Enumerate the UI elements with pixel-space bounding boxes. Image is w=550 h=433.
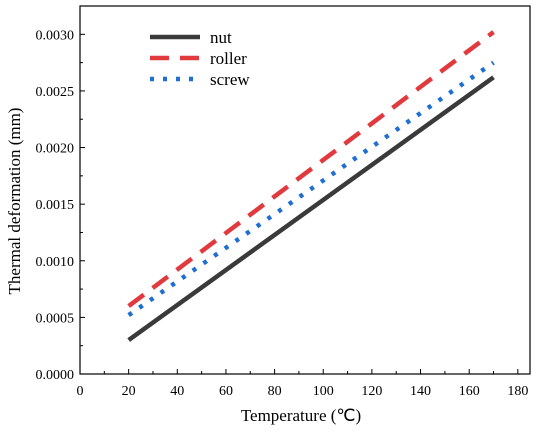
y-tick-label: 0.0025	[36, 85, 75, 100]
x-axis: 0 20 40 60 80 100 120 140 160 180	[77, 369, 528, 399]
plot-border	[79, 5, 531, 375]
x-tick-label: 140	[410, 384, 431, 399]
y-axis-title: Thermal deformation (mm)	[5, 108, 24, 295]
y-tick-label: 0.0030	[36, 28, 75, 43]
y-tick-label: 0.0000	[36, 368, 75, 383]
series-layer	[127, 30, 495, 342]
x-tick-label: 80	[268, 384, 282, 399]
x-tick-label: 180	[507, 384, 528, 399]
y-tick-label: 0.0005	[36, 311, 75, 326]
legend-label-nut: nut	[210, 28, 232, 47]
series-line-nut	[127, 75, 495, 342]
y-axis: 0.0000 0.0005 0.0010 0.0015 0.0020 0.0025 0.00…	[36, 28, 85, 383]
x-tick-label: 40	[170, 384, 184, 399]
y-tick-label: 0.0020	[36, 142, 75, 157]
legend-label-roller: roller	[210, 49, 247, 68]
x-tick-label: 120	[361, 384, 382, 399]
legend: nut roller screw	[150, 28, 250, 89]
y-tick-label: 0.0010	[36, 255, 75, 270]
x-tick-label: 20	[122, 384, 136, 399]
series-line-roller	[127, 30, 495, 308]
legend-label-screw: screw	[210, 70, 250, 89]
x-tick-label: 0	[77, 384, 84, 399]
series-line-screw	[127, 60, 495, 317]
plot-area	[79, 5, 531, 375]
y-tick-label: 0.0015	[36, 198, 75, 213]
x-tick-label: 160	[459, 384, 480, 399]
x-tick-label: 60	[219, 384, 233, 399]
x-tick-label: 100	[313, 384, 334, 399]
x-axis-title: Temperature (℃)	[241, 406, 361, 425]
